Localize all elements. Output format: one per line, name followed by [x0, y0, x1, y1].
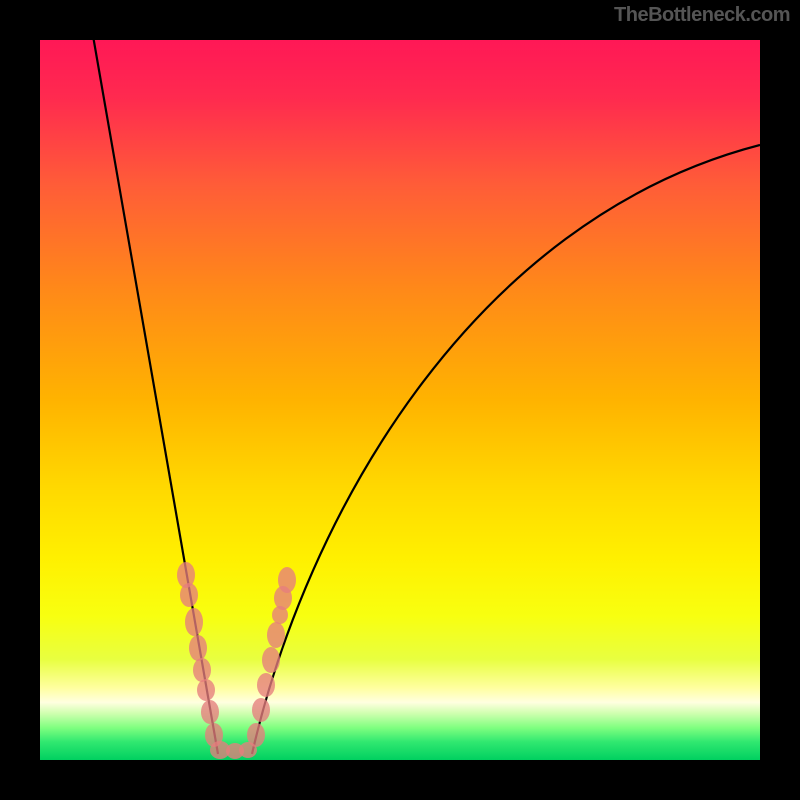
data-markers — [177, 562, 296, 759]
right-curve — [252, 145, 760, 754]
marker-point — [257, 673, 275, 697]
marker-point — [267, 622, 285, 648]
marker-point — [180, 583, 198, 607]
curve-layer — [40, 40, 760, 760]
marker-point — [272, 606, 288, 624]
marker-point — [239, 742, 257, 758]
marker-point — [185, 608, 203, 636]
marker-point — [193, 658, 211, 682]
marker-point — [252, 698, 270, 722]
watermark-text: TheBottleneck.com — [614, 4, 790, 27]
marker-point — [262, 647, 280, 673]
marker-point — [274, 586, 292, 610]
plot-area — [40, 40, 760, 760]
marker-point — [201, 700, 219, 724]
marker-point — [197, 679, 215, 701]
marker-point — [189, 635, 207, 661]
